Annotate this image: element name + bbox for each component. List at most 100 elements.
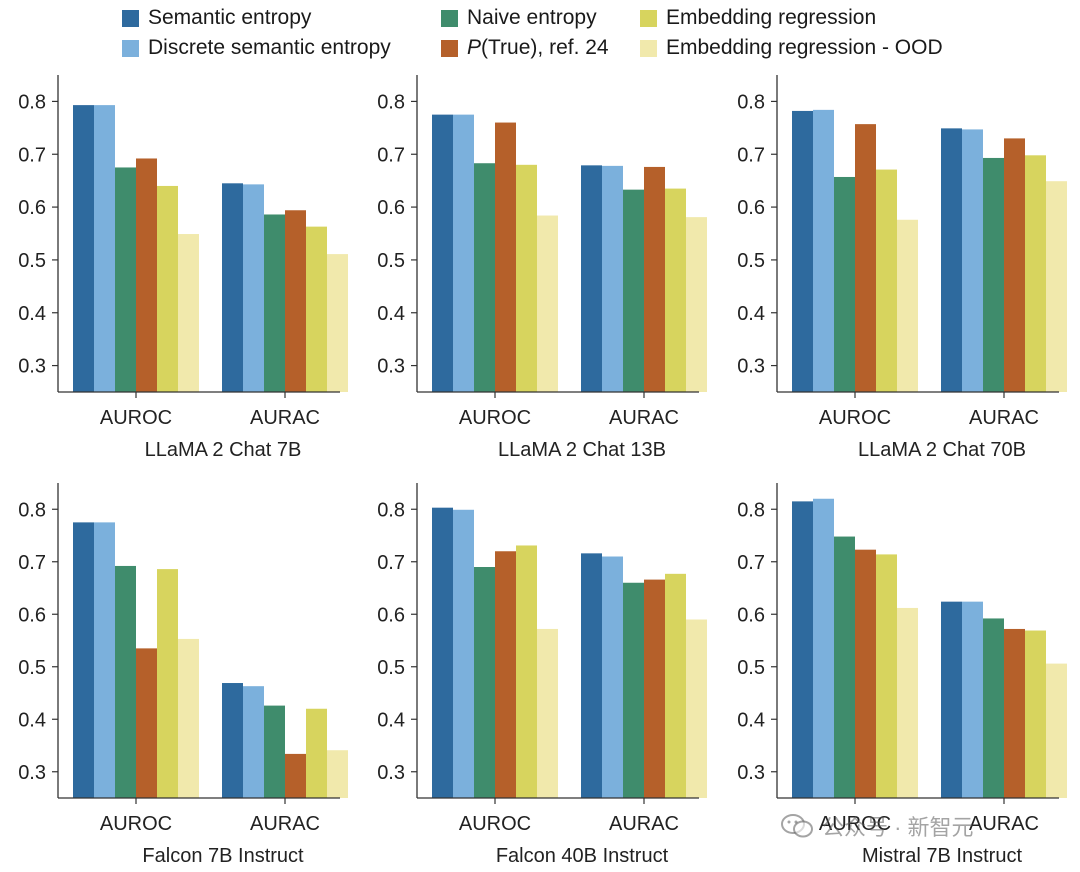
bar [474,163,495,392]
bar [432,114,453,392]
y-tick-label: 0.3 [18,762,46,784]
bar [285,210,306,392]
x-tick-label: AURAC [969,407,1039,429]
bar [516,545,537,798]
y-tick-label: 0.5 [377,250,405,272]
y-tick-label: 0.5 [18,250,46,272]
bar [73,105,94,393]
y-tick-label: 0.5 [737,250,765,272]
bar [665,573,686,798]
legend-label: P(True), ref. 24 [467,36,609,60]
y-tick-label: 0.7 [18,552,46,574]
x-tick-label: AURAC [250,407,320,429]
bar [602,165,623,392]
legend-item-naive-entropy: Naive entropy [441,6,597,30]
panel-title: LLaMA 2 Chat 7B [145,439,302,461]
chart-panel: 0.3 0.4 0.5 0.6 0.7 0.8 AUROC AURAC Mistral 7B I… [737,483,1067,867]
y-tick-label: 0.6 [18,604,46,626]
bar [983,157,1004,392]
bar [306,708,327,798]
y-tick-label: 0.6 [377,197,405,219]
bar [327,254,348,392]
bar [941,128,962,392]
bar [792,110,813,392]
bar [264,214,285,392]
y-tick-label: 0.3 [377,762,405,784]
chart-panel: 0.3 0.4 0.5 0.6 0.7 0.8 AUROC AURAC LLaMA 2 Chat… [377,75,707,461]
bar [644,579,665,798]
y-tick-label: 0.3 [737,762,765,784]
bar [1004,628,1025,798]
bar [306,226,327,392]
y-tick-label: 0.5 [737,657,765,679]
bar [157,185,178,392]
wechat-icon [781,814,813,838]
bar [665,188,686,392]
bar [474,567,495,798]
legend-label: Embedding regression [666,6,877,29]
bar [855,124,876,392]
x-tick-label: AUROC [100,813,172,835]
bar [1046,663,1067,798]
x-tick-label: AUROC [819,813,891,835]
watermark: 公众号 · 新智元 [780,810,974,842]
y-tick-label: 0.8 [377,91,405,113]
x-tick-label: AUROC [819,407,891,429]
legend-swatch [640,9,657,27]
x-tick-label: AURAC [609,407,679,429]
bar [157,569,178,798]
legend-item-ptrue: P(True), ref. 24 [441,36,609,60]
legend-label: Semantic entropy [148,6,312,29]
legend-swatch [122,39,139,57]
bar [581,553,602,798]
bar [115,565,136,798]
bar [537,215,558,392]
bar [115,167,136,392]
y-tick-label: 0.7 [377,144,405,166]
x-tick-label: AURAC [609,813,679,835]
bar [686,217,707,392]
bar [243,686,264,798]
bar [897,607,918,798]
bar [94,105,115,393]
bar [1025,155,1046,392]
legend-label: Embedding regression - OOD [666,36,943,59]
bar [876,554,897,798]
bar [962,601,983,798]
bar [432,507,453,798]
y-tick-label: 0.4 [377,303,405,325]
y-tick-label: 0.5 [18,657,46,679]
panel-title: Mistral 7B Instruct [862,845,1022,867]
bar [876,169,897,392]
bar [327,750,348,798]
bar [285,753,306,798]
y-tick-label: 0.6 [737,604,765,626]
legend-item-semantic-entropy: Semantic entropy [122,6,311,30]
legend-swatch [640,39,657,57]
legend-swatch [441,9,458,27]
y-tick-label: 0.7 [737,144,765,166]
y-tick-label: 0.7 [737,552,765,574]
x-tick-label: AURAC [250,813,320,835]
bar [222,183,243,392]
x-tick-label: AURAC [969,813,1039,835]
bar [94,522,115,798]
legend-item-embedding-regression: Embedding regression [640,6,876,30]
bar [623,189,644,392]
chart-panel: 0.3 0.4 0.5 0.6 0.7 0.8 AUROC AURAC LLaMA 2 Chat… [18,75,348,461]
bar [243,184,264,392]
bar [495,122,516,393]
legend-item-discrete-semantic-entropy: Discrete semantic entropy [122,36,391,60]
y-tick-label: 0.7 [377,552,405,574]
bar [581,165,602,392]
y-tick-label: 0.6 [18,197,46,219]
bar [834,176,855,392]
y-tick-label: 0.4 [18,303,46,325]
y-tick-label: 0.8 [18,91,46,113]
legend-swatch [122,9,139,27]
chart-panel: 0.3 0.4 0.5 0.6 0.7 0.8 AUROC AURAC LLaMA 2 Chat… [737,75,1067,461]
bar [1025,630,1046,798]
legend-label: Naive entropy [467,6,597,29]
legend-label-rest: (True), ref. 24 [481,36,609,59]
